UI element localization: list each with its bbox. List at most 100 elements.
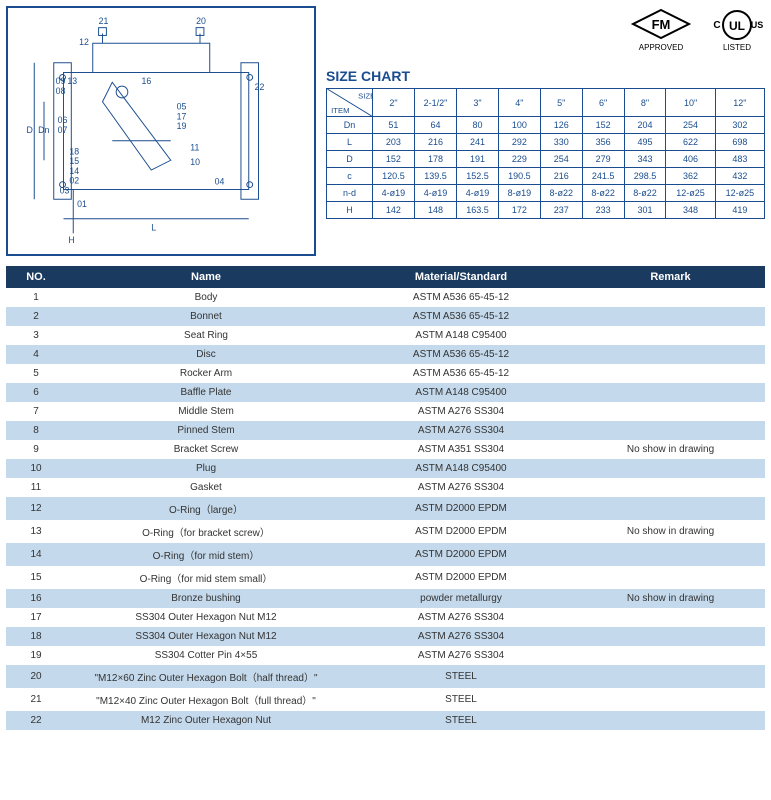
size-cell: 216 bbox=[414, 134, 456, 151]
parts-cell-name: SS304 Cotter Pin 4×55 bbox=[66, 646, 346, 665]
parts-cell-name: Rocker Arm bbox=[66, 364, 346, 383]
parts-row: 18SS304 Outer Hexagon Nut M12ASTM A276 S… bbox=[6, 627, 765, 646]
svg-text:08: 08 bbox=[56, 86, 66, 96]
parts-cell-name: Baffle Plate bbox=[66, 383, 346, 402]
parts-cell-no: 16 bbox=[6, 589, 66, 608]
parts-cell-no: 17 bbox=[6, 608, 66, 627]
size-cell: 8-ø19 bbox=[498, 185, 540, 202]
size-cell: 419 bbox=[715, 202, 764, 219]
size-cell: 698 bbox=[715, 134, 764, 151]
parts-cell-mat: ASTM A536 65-45-12 bbox=[346, 307, 576, 326]
svg-text:21: 21 bbox=[99, 16, 109, 26]
parts-cell-mat: ASTM A536 65-45-12 bbox=[346, 364, 576, 383]
parts-cell-rmk: No show in drawing bbox=[576, 520, 765, 543]
svg-text:18: 18 bbox=[69, 146, 79, 156]
ul-listed-logo: UL C US LISTED bbox=[709, 8, 765, 54]
parts-row: 15O-Ring（for mid stem small）ASTM D2000 E… bbox=[6, 566, 765, 589]
size-header-5: 6" bbox=[582, 89, 624, 117]
parts-cell-no: 8 bbox=[6, 421, 66, 440]
size-corner-cell: SIZEITEM bbox=[327, 89, 373, 117]
parts-cell-no: 1 bbox=[6, 288, 66, 307]
parts-row: 21"M12×40 Zinc Outer Hexagon Bolt（full t… bbox=[6, 688, 765, 711]
size-cell: 12-ø25 bbox=[715, 185, 764, 202]
parts-cell-mat: ASTM A148 C95400 bbox=[346, 459, 576, 478]
size-cell: 483 bbox=[715, 151, 764, 168]
svg-text:17: 17 bbox=[177, 111, 187, 121]
valve-drawing-svg: D Dn H L 2120 12 0913 08 0607 181514 02 … bbox=[14, 14, 308, 248]
parts-row: 6Baffle PlateASTM A148 C95400 bbox=[6, 383, 765, 402]
parts-cell-mat: ASTM A276 SS304 bbox=[346, 608, 576, 627]
parts-cell-rmk: No show in drawing bbox=[576, 440, 765, 459]
parts-cell-rmk bbox=[576, 566, 765, 589]
svg-text:04: 04 bbox=[215, 177, 225, 187]
parts-cell-name: O-Ring（for mid stem small） bbox=[66, 566, 346, 589]
size-cell: 406 bbox=[666, 151, 715, 168]
parts-row: 10PlugASTM A148 C95400 bbox=[6, 459, 765, 478]
parts-cell-no: 5 bbox=[6, 364, 66, 383]
svg-text:D: D bbox=[26, 125, 32, 135]
size-header-1: 2-1/2" bbox=[414, 89, 456, 117]
svg-text:02: 02 bbox=[69, 176, 79, 186]
parts-cell-rmk bbox=[576, 478, 765, 497]
size-cell: 343 bbox=[624, 151, 666, 168]
parts-row: 11GasketASTM A276 SS304 bbox=[6, 478, 765, 497]
size-header-7: 10" bbox=[666, 89, 715, 117]
parts-cell-no: 22 bbox=[6, 711, 66, 730]
size-cell: 4-ø19 bbox=[457, 185, 499, 202]
size-cell: 622 bbox=[666, 134, 715, 151]
parts-cell-mat: ASTM D2000 EPDM bbox=[346, 497, 576, 520]
size-cell: 348 bbox=[666, 202, 715, 219]
size-cell: 152 bbox=[373, 151, 415, 168]
ul-left: C bbox=[713, 20, 720, 31]
parts-cell-rmk bbox=[576, 665, 765, 688]
parts-cell-mat: ASTM A536 65-45-12 bbox=[346, 288, 576, 307]
parts-cell-rmk bbox=[576, 497, 765, 520]
size-header-8: 12" bbox=[715, 89, 764, 117]
svg-text:01: 01 bbox=[77, 199, 87, 209]
size-cell: 190.5 bbox=[498, 168, 540, 185]
fm-text: FM bbox=[652, 17, 671, 32]
svg-text:14: 14 bbox=[69, 166, 79, 176]
parts-cell-rmk bbox=[576, 543, 765, 566]
parts-cell-name: Seat Ring bbox=[66, 326, 346, 345]
size-cell: 4-ø19 bbox=[414, 185, 456, 202]
size-header-4: 5" bbox=[540, 89, 582, 117]
parts-cell-name: O-Ring（for mid stem） bbox=[66, 543, 346, 566]
parts-cell-mat: ASTM D2000 EPDM bbox=[346, 520, 576, 543]
parts-row: 8Pinned StemASTM A276 SS304 bbox=[6, 421, 765, 440]
parts-cell-mat: ASTM A148 C95400 bbox=[346, 383, 576, 402]
parts-cell-rmk bbox=[576, 326, 765, 345]
parts-header-row: NO. Name Material/Standard Remark bbox=[6, 266, 765, 288]
parts-row: 4DiscASTM A536 65-45-12 bbox=[6, 345, 765, 364]
parts-cell-no: 11 bbox=[6, 478, 66, 497]
size-cell: 298.5 bbox=[624, 168, 666, 185]
parts-cell-no: 19 bbox=[6, 646, 66, 665]
parts-row: 14O-Ring（for mid stem）ASTM D2000 EPDM bbox=[6, 543, 765, 566]
parts-row: 3Seat RingASTM A148 C95400 bbox=[6, 326, 765, 345]
svg-text:13: 13 bbox=[67, 76, 77, 86]
svg-text:06: 06 bbox=[58, 115, 68, 125]
parts-cell-mat: STEEL bbox=[346, 711, 576, 730]
parts-cell-mat: ASTM D2000 EPDM bbox=[346, 543, 576, 566]
size-chart-table: SIZEITEM2"2-1/2"3"4"5"6"8"10"12"Dn516480… bbox=[326, 88, 765, 219]
col-name: Name bbox=[66, 266, 346, 288]
size-cell: 4-ø19 bbox=[373, 185, 415, 202]
parts-row: 19SS304 Cotter Pin 4×55ASTM A276 SS304 bbox=[6, 646, 765, 665]
size-cell: 8-ø22 bbox=[582, 185, 624, 202]
parts-cell-name: SS304 Outer Hexagon Nut M12 bbox=[66, 627, 346, 646]
size-cell: 100 bbox=[498, 117, 540, 134]
svg-text:05: 05 bbox=[177, 102, 187, 112]
parts-row: 22M12 Zinc Outer Hexagon NutSTEEL bbox=[6, 711, 765, 730]
size-cell: 279 bbox=[582, 151, 624, 168]
parts-row: 20"M12×60 Zinc Outer Hexagon Bolt（half t… bbox=[6, 665, 765, 688]
parts-cell-mat: STEEL bbox=[346, 665, 576, 688]
fm-approved-text: APPROVED bbox=[639, 43, 684, 52]
size-cell: 254 bbox=[666, 117, 715, 134]
certification-logos: FM APPROVED UL C US LISTED bbox=[326, 6, 765, 56]
parts-cell-name: Bracket Screw bbox=[66, 440, 346, 459]
size-chart-title: SIZE CHART bbox=[326, 68, 765, 84]
parts-cell-rmk bbox=[576, 711, 765, 730]
parts-cell-no: 2 bbox=[6, 307, 66, 326]
col-remark: Remark bbox=[576, 266, 765, 288]
parts-cell-mat: ASTM A351 SS304 bbox=[346, 440, 576, 459]
